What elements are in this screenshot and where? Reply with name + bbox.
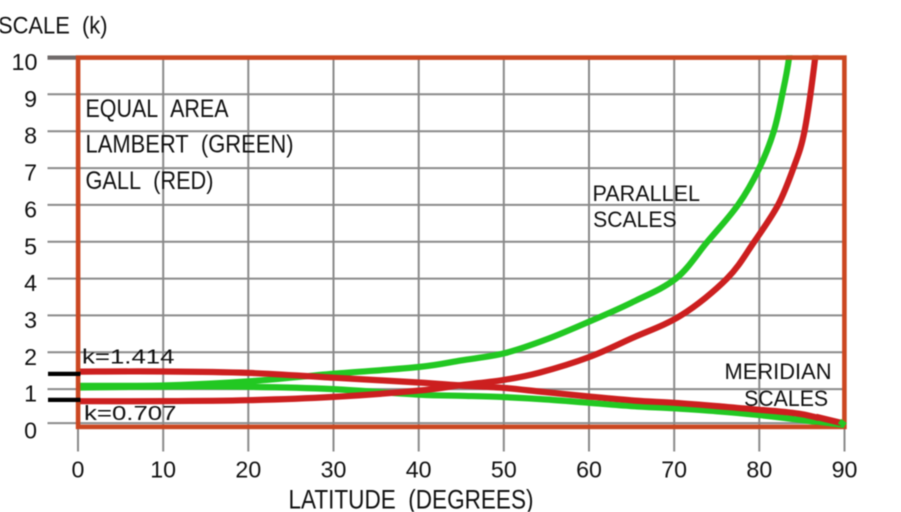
svg-text:4: 4 bbox=[24, 270, 37, 296]
svg-text:7: 7 bbox=[24, 160, 37, 186]
svg-text:30: 30 bbox=[321, 457, 347, 483]
svg-text:MERIDIAN: MERIDIAN bbox=[725, 359, 832, 384]
svg-text:0: 0 bbox=[72, 457, 85, 483]
svg-text:9: 9 bbox=[24, 86, 37, 112]
svg-text:20: 20 bbox=[235, 457, 261, 483]
svg-text:5: 5 bbox=[24, 233, 37, 259]
svg-text:80: 80 bbox=[746, 457, 772, 483]
svg-text:1: 1 bbox=[24, 381, 37, 407]
svg-text:k=1.414: k=1.414 bbox=[82, 347, 175, 369]
svg-text:6: 6 bbox=[24, 196, 37, 222]
svg-text:SCALES: SCALES bbox=[744, 386, 828, 411]
svg-text:LAMBERT (GREEN): LAMBERT (GREEN) bbox=[86, 131, 294, 159]
svg-text:8: 8 bbox=[24, 123, 37, 149]
svg-text:SCALE (k): SCALE (k) bbox=[0, 13, 108, 40]
svg-text:k=0.707: k=0.707 bbox=[84, 403, 177, 425]
svg-text:3: 3 bbox=[24, 307, 37, 333]
svg-text:0: 0 bbox=[24, 418, 37, 444]
svg-text:10: 10 bbox=[12, 49, 38, 75]
svg-text:PARALLEL: PARALLEL bbox=[593, 181, 701, 206]
svg-text:10: 10 bbox=[150, 457, 176, 483]
svg-text:50: 50 bbox=[491, 457, 517, 483]
svg-text:LATITUDE (DEGREES): LATITUDE (DEGREES) bbox=[289, 485, 534, 512]
svg-text:60: 60 bbox=[576, 457, 602, 483]
svg-text:EQUAL AREA: EQUAL AREA bbox=[86, 95, 229, 123]
svg-text:SCALES: SCALES bbox=[593, 207, 677, 232]
svg-text:40: 40 bbox=[406, 457, 432, 483]
svg-text:90: 90 bbox=[832, 457, 858, 483]
svg-text:GALL (RED): GALL (RED) bbox=[86, 167, 214, 195]
svg-text:2: 2 bbox=[24, 344, 37, 370]
svg-text:70: 70 bbox=[661, 457, 687, 483]
